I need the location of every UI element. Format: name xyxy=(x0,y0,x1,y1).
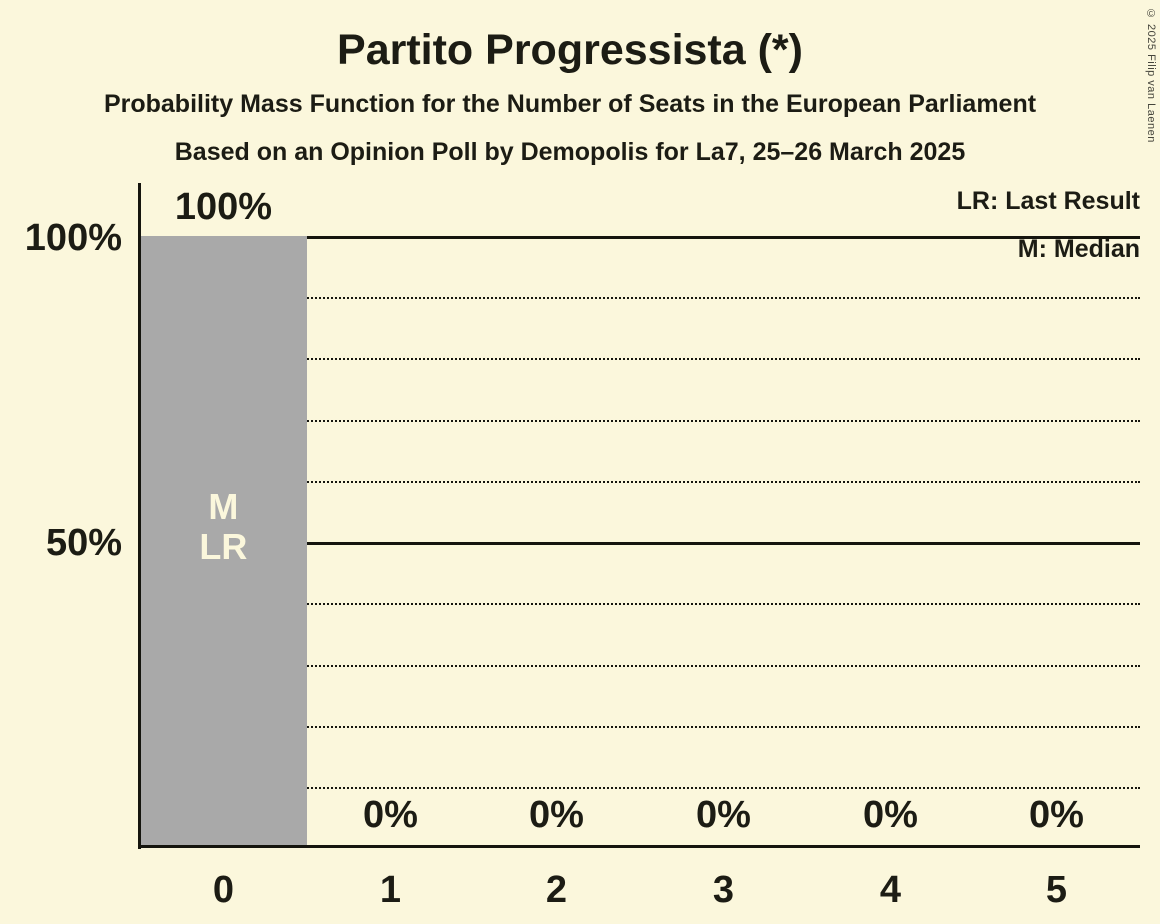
gridline-100 xyxy=(140,236,1140,239)
plot-area: M LR xyxy=(140,236,1140,848)
bar-value-label-4: 0% xyxy=(863,794,918,836)
gridline-20 xyxy=(140,726,1140,728)
legend-median: M: Median xyxy=(1017,235,1140,263)
x-axis-tick-3: 3 xyxy=(712,869,735,911)
gridline-60 xyxy=(140,481,1140,483)
copyright-notice: © 2025 Filip van Laenen xyxy=(1145,8,1157,143)
x-axis-tick-5: 5 xyxy=(1045,869,1068,911)
y-axis-tick-50: 50% xyxy=(45,522,122,564)
chart-source-line: Based on an Opinion Poll by Demopolis fo… xyxy=(174,138,966,166)
y-axis-line xyxy=(138,183,141,849)
gridline-10 xyxy=(140,787,1140,789)
bar-value-label-3: 0% xyxy=(696,794,751,836)
median-marker: M xyxy=(208,486,239,527)
chart-subtitle: Probability Mass Function for the Number… xyxy=(103,90,1037,118)
bar-value-label-2: 0% xyxy=(529,794,584,836)
x-axis-line xyxy=(140,845,1140,848)
bar-seats-0: M LR xyxy=(140,236,307,845)
x-axis-tick-4: 4 xyxy=(879,869,902,911)
last-result-marker: LR xyxy=(199,526,248,567)
gridline-80 xyxy=(140,358,1140,360)
gridline-40 xyxy=(140,603,1140,605)
gridline-30 xyxy=(140,665,1140,667)
bar-value-label-1: 0% xyxy=(363,794,418,836)
bar-markers: M LR xyxy=(140,487,307,567)
y-axis-tick-100: 100% xyxy=(24,217,122,259)
gridline-50 xyxy=(140,542,1140,545)
bar-value-label-0: 100% xyxy=(174,186,273,228)
x-axis-tick-1: 1 xyxy=(379,869,402,911)
gridline-70 xyxy=(140,420,1140,422)
chart-title: Partito Progressista (*) xyxy=(337,26,803,74)
bar-value-label-5: 0% xyxy=(1029,794,1084,836)
x-axis-tick-0: 0 xyxy=(212,869,235,911)
x-axis-tick-2: 2 xyxy=(545,869,568,911)
gridline-90 xyxy=(140,297,1140,299)
legend-last-result: LR: Last Result xyxy=(956,187,1140,215)
